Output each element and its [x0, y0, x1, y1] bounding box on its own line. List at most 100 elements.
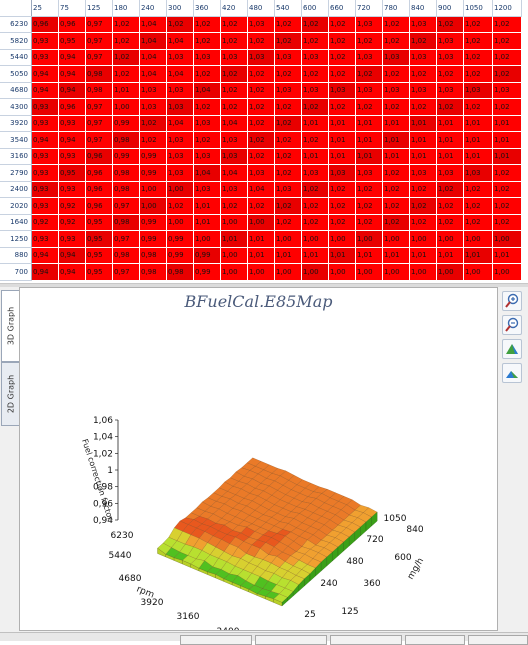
table-cell[interactable]: 1,03 — [436, 82, 464, 99]
table-cell[interactable]: 1,02 — [328, 49, 356, 66]
rotate-view-button[interactable] — [502, 339, 522, 359]
table-cell[interactable]: 1,02 — [409, 214, 437, 231]
table-cell[interactable]: 0,93 — [31, 164, 59, 182]
table-cell[interactable]: 1,04 — [220, 115, 248, 132]
table-cell[interactable]: 0,97 — [112, 230, 140, 248]
table-cell[interactable]: 0,96 — [85, 181, 113, 198]
table-cell[interactable]: 1,02 — [193, 131, 221, 149]
table-cell[interactable]: 1,02 — [382, 32, 410, 50]
row-header[interactable]: 1250 — [0, 230, 32, 248]
table-cell[interactable]: 0,94 — [58, 65, 86, 83]
table-cell[interactable]: 1,00 — [409, 263, 437, 281]
table-cell[interactable]: 1,01 — [247, 247, 275, 264]
table-cell[interactable]: 1,01 — [463, 115, 493, 132]
table-cell[interactable]: 1,02 — [409, 98, 437, 116]
row-header[interactable]: 1640 — [0, 214, 32, 231]
table-cell[interactable]: 1,02 — [247, 82, 275, 99]
table-cell[interactable]: 1,02 — [301, 16, 329, 33]
table-cell[interactable]: 0,99 — [166, 230, 194, 248]
table-cell[interactable]: 1,02 — [492, 214, 522, 231]
table-cell[interactable]: 1,02 — [463, 214, 493, 231]
table-cell[interactable]: 1,04 — [166, 115, 194, 132]
table-cell[interactable]: 1,01 — [409, 115, 437, 132]
column-header[interactable]: 600 — [301, 0, 329, 17]
table-cell[interactable]: 1,02 — [274, 131, 302, 149]
table-cell[interactable]: 0,97 — [112, 263, 140, 281]
table-cell[interactable]: 1,00 — [463, 230, 493, 248]
table-cell[interactable]: 1,03 — [355, 49, 383, 66]
table-cell[interactable]: 1,03 — [193, 115, 221, 132]
table-cell[interactable]: 1,03 — [409, 16, 437, 33]
table-cell[interactable]: 1,02 — [301, 214, 329, 231]
table-cell[interactable]: 0,96 — [31, 16, 59, 33]
table-cell[interactable]: 0,93 — [31, 32, 59, 50]
table-cell[interactable]: 1,02 — [274, 32, 302, 50]
table-cell[interactable]: 1,02 — [436, 98, 464, 116]
table-cell[interactable]: 1,04 — [139, 65, 167, 83]
table-cell[interactable]: 1,02 — [328, 214, 356, 231]
table-cell[interactable]: 0,99 — [139, 230, 167, 248]
table-cell[interactable]: 1,00 — [382, 263, 410, 281]
table-cell[interactable]: 1,02 — [409, 197, 437, 215]
table-cell[interactable]: 0,99 — [193, 263, 221, 281]
table-cell[interactable]: 0,94 — [58, 49, 86, 66]
table-cell[interactable]: 0,99 — [139, 164, 167, 182]
table-cell[interactable]: 0,98 — [85, 65, 113, 83]
table-cell[interactable]: 1,00 — [220, 214, 248, 231]
table-cell[interactable]: 1,02 — [274, 148, 302, 165]
table-cell[interactable]: 0,99 — [139, 148, 167, 165]
table-cell[interactable]: 1,02 — [274, 16, 302, 33]
table-cell[interactable]: 1,01 — [301, 247, 329, 264]
table-cell[interactable]: 1,03 — [382, 82, 410, 99]
table-cell[interactable]: 1,02 — [274, 214, 302, 231]
table-cell[interactable]: 1,02 — [166, 197, 194, 215]
table-cell[interactable]: 1,02 — [247, 32, 275, 50]
table-cell[interactable]: 1,02 — [355, 181, 383, 198]
table-cell[interactable]: 1,02 — [382, 98, 410, 116]
table-cell[interactable]: 1,02 — [247, 65, 275, 83]
table-cell[interactable]: 1,00 — [139, 181, 167, 198]
table-cell[interactable]: 1,03 — [166, 148, 194, 165]
table-cell[interactable]: 0,94 — [58, 131, 86, 149]
table-cell[interactable]: 1,02 — [382, 164, 410, 182]
table-cell[interactable]: 1,02 — [220, 32, 248, 50]
table-cell[interactable]: 1,03 — [463, 164, 493, 182]
table-cell[interactable]: 0,96 — [85, 197, 113, 215]
table-cell[interactable]: 1,01 — [328, 247, 356, 264]
table-cell[interactable]: 1,02 — [166, 16, 194, 33]
table-cell[interactable]: 0,93 — [31, 115, 59, 132]
table-cell[interactable]: 1,02 — [247, 197, 275, 215]
table-cell[interactable]: 1,00 — [409, 230, 437, 248]
table-cell[interactable]: 0,93 — [58, 148, 86, 165]
table-cell[interactable]: 1,02 — [436, 16, 464, 33]
table-cell[interactable]: 1,02 — [355, 214, 383, 231]
column-header[interactable]: 720 — [355, 0, 383, 17]
table-cell[interactable]: 1,03 — [492, 82, 522, 99]
table-cell[interactable]: 1,02 — [274, 65, 302, 83]
table-cell[interactable]: 0,98 — [166, 263, 194, 281]
table-cell[interactable]: 0,93 — [58, 115, 86, 132]
table-cell[interactable]: 1,02 — [112, 16, 140, 33]
table-cell[interactable]: 1,02 — [301, 197, 329, 215]
table-cell[interactable]: 0,94 — [58, 247, 86, 264]
table-cell[interactable]: 1,03 — [247, 49, 275, 66]
table-cell[interactable]: 1,03 — [355, 16, 383, 33]
table-cell[interactable]: 1,01 — [355, 247, 383, 264]
table-cell[interactable]: 0,94 — [31, 247, 59, 264]
table-cell[interactable]: 1,00 — [328, 263, 356, 281]
table-cell[interactable]: 0,93 — [31, 181, 59, 198]
bottom-button-5[interactable] — [468, 635, 528, 645]
table-cell[interactable]: 1,03 — [166, 131, 194, 149]
table-cell[interactable]: 1,02 — [301, 32, 329, 50]
table-cell[interactable]: 1,00 — [492, 230, 522, 248]
table-cell[interactable]: 1,02 — [328, 32, 356, 50]
table-cell[interactable]: 1,03 — [328, 164, 356, 182]
row-header[interactable]: 2790 — [0, 164, 32, 182]
column-header[interactable]: 25 — [31, 0, 59, 17]
table-cell[interactable]: 1,00 — [193, 230, 221, 248]
column-header[interactable]: 420 — [220, 0, 248, 17]
table-cell[interactable]: 0,95 — [85, 230, 113, 248]
row-header[interactable]: 2020 — [0, 197, 32, 215]
table-cell[interactable]: 1,01 — [301, 115, 329, 132]
table-cell[interactable]: 1,02 — [328, 181, 356, 198]
